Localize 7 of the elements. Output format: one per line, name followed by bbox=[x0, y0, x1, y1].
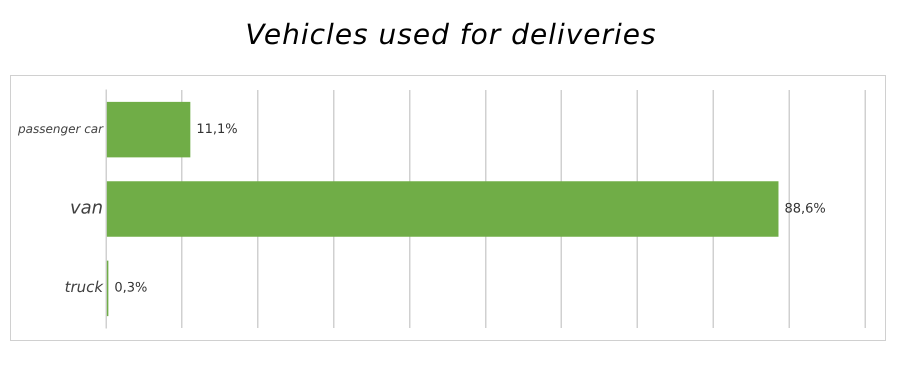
y-tick-label: passenger car bbox=[16, 122, 104, 136]
data-label: 0,3% bbox=[114, 280, 148, 296]
chart-title: Vehicles used for deliveries bbox=[244, 18, 658, 51]
data-label: 11,1% bbox=[196, 122, 238, 138]
data-label: 88,6% bbox=[784, 201, 826, 216]
y-tick-label: van bbox=[70, 198, 104, 219]
y-tick-label: truck bbox=[64, 278, 104, 296]
